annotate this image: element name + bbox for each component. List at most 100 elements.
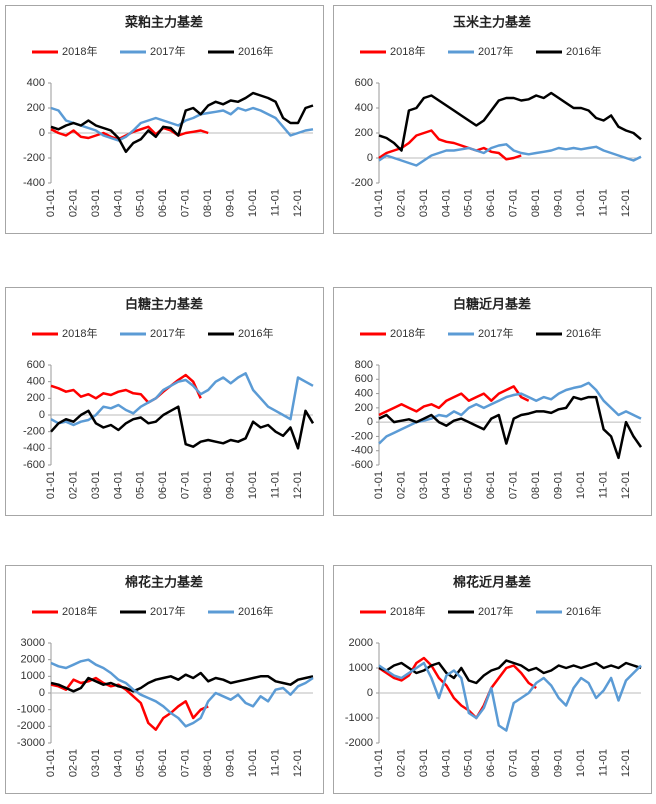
- y-tick-label: -2000: [345, 737, 373, 749]
- x-tick-label: 07-01: [180, 189, 192, 217]
- y-tick-label: 400: [355, 102, 373, 114]
- x-tick-label: 12-01: [292, 189, 304, 217]
- legend-label: 2016年: [566, 604, 601, 618]
- y-tick-label: -200: [351, 177, 373, 189]
- x-tick-label: 07-01: [180, 471, 192, 499]
- series-line: [50, 658, 314, 728]
- series-line: [50, 676, 209, 731]
- legend-label: 2017年: [150, 604, 185, 618]
- legend-label: 2018年: [62, 44, 97, 58]
- x-tick-label: 02-01: [395, 189, 407, 217]
- y-tick-label: 600: [355, 77, 373, 89]
- x-tick-label: 07-01: [508, 189, 520, 217]
- y-tick-label: 0: [39, 409, 45, 421]
- x-tick-label: 05-01: [463, 749, 475, 777]
- x-tick-label: 02-01: [395, 471, 407, 499]
- series-line: [50, 671, 314, 693]
- x-tick-label: 05-01: [463, 189, 475, 217]
- y-tick-label: 1000: [21, 670, 45, 682]
- x-tick-label: 04-01: [440, 189, 452, 217]
- chart-panel: 白糖主力基差 2018年 2017年 2016年 -600 -400 -200 0 200 400…: [5, 287, 324, 516]
- x-tick-label: 04-01: [440, 471, 452, 499]
- x-tick-label: 05-01: [135, 189, 147, 217]
- series-line: [378, 661, 642, 732]
- y-tick-label: 400: [27, 376, 45, 388]
- x-tick-label: 11-01: [597, 471, 609, 498]
- chart-panel: 菜粕主力基差 2018年 2017年 2016年 -400 -200 0 200 400 01-0…: [5, 5, 324, 234]
- x-tick-label: 09-01: [553, 189, 565, 217]
- legend-label: 2018年: [62, 604, 97, 618]
- y-tick-label: 200: [355, 127, 373, 139]
- x-tick-label: 10-01: [247, 189, 259, 217]
- series-line: [378, 143, 642, 167]
- legend-label: 2016年: [566, 326, 601, 340]
- legend-label: 2016年: [566, 44, 601, 58]
- y-tick-label: -600: [351, 459, 373, 471]
- y-tick-label: 0: [367, 152, 373, 164]
- x-tick-label: 11-01: [269, 749, 281, 776]
- series-line: [378, 659, 642, 685]
- x-tick-label: 02-01: [67, 471, 79, 499]
- legend-label: 2016年: [238, 326, 273, 340]
- x-tick-label: 05-01: [135, 749, 147, 777]
- x-tick-label: 04-01: [112, 749, 124, 777]
- x-tick-label: 04-01: [112, 189, 124, 217]
- x-tick-label: 11-01: [269, 189, 281, 216]
- x-tick-label: 12-01: [620, 189, 632, 217]
- x-tick-label: 08-01: [202, 471, 214, 499]
- y-tick-label: -400: [351, 445, 373, 457]
- x-tick-label: 01-01: [45, 189, 57, 217]
- y-tick-label: -1000: [345, 712, 373, 724]
- panel-border: [5, 565, 324, 794]
- x-tick-label: 10-01: [575, 189, 587, 217]
- series-line: [378, 385, 530, 417]
- y-tick-label: 0: [39, 687, 45, 699]
- x-tick-label: 08-01: [202, 189, 214, 217]
- series-line: [50, 372, 314, 427]
- x-tick-label: 08-01: [530, 749, 542, 777]
- chart-panel: 棉花近月基差 2018年 2017年 2016年 -2000 -1000 0 1000 2000…: [333, 565, 652, 794]
- x-tick-label: 09-01: [225, 749, 237, 777]
- x-tick-label: 03-01: [90, 189, 102, 217]
- x-tick-label: 06-01: [157, 189, 169, 217]
- panel-border: [5, 5, 324, 234]
- y-tick-label: 0: [39, 127, 45, 139]
- x-tick-label: 12-01: [292, 749, 304, 777]
- y-tick-label: -400: [23, 177, 45, 189]
- legend-label: 2017年: [478, 604, 513, 618]
- y-tick-label: -3000: [17, 737, 45, 749]
- y-tick-label: 200: [27, 392, 45, 404]
- x-tick-label: 08-01: [202, 749, 214, 777]
- legend-label: 2017年: [150, 44, 185, 58]
- x-tick-label: 02-01: [67, 749, 79, 777]
- y-tick-label: 2000: [349, 637, 373, 649]
- x-tick-label: 06-01: [157, 749, 169, 777]
- x-tick-label: 10-01: [247, 749, 259, 777]
- x-tick-label: 06-01: [485, 749, 497, 777]
- panel-border: [333, 565, 652, 794]
- panel-border: [333, 287, 652, 516]
- chart-title: 菜粕主力基差: [124, 14, 203, 29]
- legend-label: 2017年: [478, 326, 513, 340]
- x-tick-label: 02-01: [395, 749, 407, 777]
- x-tick-label: 01-01: [373, 189, 385, 217]
- x-tick-label: 07-01: [508, 471, 520, 499]
- series-line: [378, 381, 642, 445]
- x-tick-label: 10-01: [575, 749, 587, 777]
- y-tick-label: -2000: [17, 720, 45, 732]
- chart-panel: 棉花主力基差 2018年 2017年 2016年 -3000 -2000 -1000 0 100…: [5, 565, 324, 794]
- x-tick-label: 03-01: [90, 749, 102, 777]
- x-tick-label: 11-01: [597, 189, 609, 216]
- x-tick-label: 09-01: [553, 471, 565, 499]
- x-tick-label: 02-01: [67, 189, 79, 217]
- chart-panel: 白糖近月基差 2018年 2017年 2016年 -600 -400 -200 0 200 400…: [333, 287, 652, 516]
- x-tick-label: 09-01: [225, 471, 237, 499]
- series-line: [378, 656, 537, 720]
- x-tick-label: 04-01: [440, 749, 452, 777]
- x-tick-label: 03-01: [90, 471, 102, 499]
- x-tick-label: 05-01: [463, 471, 475, 499]
- legend-label: 2016年: [238, 44, 273, 58]
- y-tick-label: -200: [351, 430, 373, 442]
- x-tick-label: 01-01: [373, 471, 385, 499]
- legend-label: 2018年: [390, 604, 425, 618]
